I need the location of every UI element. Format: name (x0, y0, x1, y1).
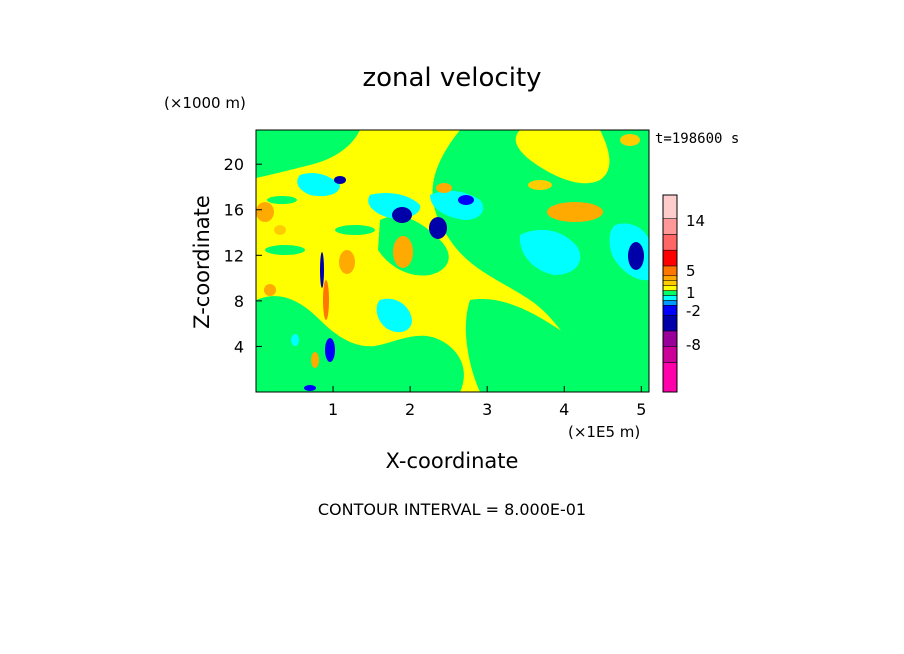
contour-region (266, 141, 278, 169)
chart-title: zonal velocity (362, 63, 541, 93)
colorbar-swatch (662, 290, 678, 296)
y-axis: 4 8 12 16 20 (224, 155, 262, 356)
colorbar-tick-label: 1 (686, 284, 696, 302)
x-unit-label: (×1E5 m) (568, 423, 640, 441)
contour-region (274, 225, 286, 235)
contour-field (256, 130, 649, 392)
colorbar-swatch (662, 194, 678, 219)
colorbar-swatch (662, 300, 678, 306)
contour-region (264, 284, 276, 296)
contour-region (429, 217, 447, 239)
contour-region (547, 202, 603, 222)
colorbar-swatch (662, 314, 678, 332)
x-axis-label: X-coordinate (386, 449, 519, 473)
contour-region (334, 176, 346, 184)
contour-region (256, 130, 360, 178)
y-unit-label: (×1000 m) (164, 94, 246, 112)
colorbar-swatch (662, 305, 678, 316)
x-tick-label: 2 (405, 400, 415, 419)
colorbar-swatch (662, 265, 678, 277)
colorbar-swatch (662, 285, 678, 291)
contour-region (256, 296, 464, 392)
contour-region (304, 385, 316, 391)
contour-region (528, 180, 552, 190)
y-tick-label: 20 (224, 155, 244, 174)
contour-region (376, 298, 412, 333)
contour-region (267, 196, 297, 204)
contour-region (465, 299, 620, 392)
x-tick-label: 5 (636, 400, 646, 419)
colorbar-swatch (662, 275, 678, 281)
contour-region (515, 130, 610, 184)
contour-region (436, 183, 452, 193)
colorbar-tick-label: -2 (686, 302, 701, 320)
contour-region (620, 134, 640, 146)
colorbar-frame (662, 194, 678, 393)
contour-region (320, 252, 324, 288)
colorbar-tick-label: 5 (686, 262, 696, 280)
y-axis-label: Z-coordinate (190, 195, 214, 329)
colorbar-swatch (662, 218, 678, 235)
contour-region (628, 242, 644, 270)
x-tick-label: 3 (482, 400, 492, 419)
colorbar-swatch (662, 249, 678, 267)
colorbar-tick-label: 14 (686, 212, 705, 230)
plot-area (255, 129, 650, 393)
colorbar-swatch (662, 346, 678, 363)
y-tick-label: 4 (234, 337, 244, 356)
contour-region (519, 229, 581, 275)
contour-region (335, 225, 375, 235)
colorbar-swatch (662, 234, 678, 251)
contour-region (323, 280, 329, 320)
time-label: t=198600 s (655, 131, 739, 147)
contour-region (393, 236, 413, 268)
contour-region (458, 195, 474, 205)
contour-region (297, 173, 340, 197)
colorbar-tick-label: -8 (686, 336, 701, 354)
colorbar-swatch (662, 362, 678, 393)
contour-region (265, 245, 305, 255)
contour-interval-note: CONTOUR INTERVAL = 8.000E-01 (318, 500, 586, 519)
contour-region (325, 338, 335, 362)
colorbar: 14 5 1-2 -8 (662, 194, 705, 393)
y-tick-label: 16 (224, 201, 244, 220)
colorbar-swatch (662, 295, 678, 301)
contour-region (287, 138, 297, 166)
colorbar-swatch (662, 280, 678, 286)
y-tick-label: 12 (224, 246, 244, 265)
plot-frame (255, 129, 650, 393)
contour-region (339, 250, 355, 274)
x-axis: 1 2 3 4 5 (328, 386, 646, 419)
contour-region (392, 207, 412, 223)
contour-region (291, 334, 299, 346)
x-tick-label: 4 (559, 400, 569, 419)
contour-region (256, 202, 274, 222)
y-tick-label: 8 (234, 292, 244, 311)
contour-region (311, 352, 319, 368)
x-tick-label: 1 (328, 400, 338, 419)
contour-region (278, 310, 302, 330)
colorbar-swatch (662, 330, 678, 347)
